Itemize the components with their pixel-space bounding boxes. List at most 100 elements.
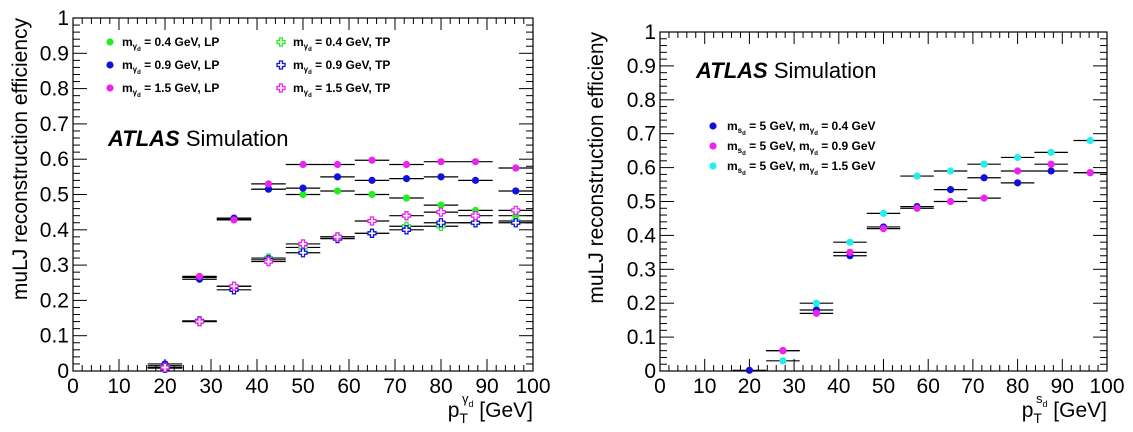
y-tick-label: 1 [644,21,656,44]
data-point [389,160,424,169]
legend-label: mγd = 0.9 GeV, TP [293,58,390,76]
x-tick-label: 10 [693,375,716,398]
data-point [216,281,252,291]
y-tick-label: 0.5 [40,184,69,207]
legend-label: mγd = 0.9 GeV, LP [122,58,219,76]
dot-marker [1047,148,1055,156]
legend-label: mγd = 0.4 GeV, TP [293,35,390,53]
data-point [423,207,459,217]
dot-marker [946,167,955,175]
data-point [320,187,355,195]
efficiency-chart-left: 0 10 20 30 40 50 60 70 80 90 100 0 0.1 0.2 0.3 0.4 0.5 0.… [9,7,551,426]
dot-marker [879,225,888,233]
legend-label: mγd = 1.5 GeV, LP [122,81,219,99]
data-point [320,160,355,169]
data-point [766,347,800,355]
y-tick-label: 0.1 [40,325,69,348]
y-tick-label: 0.3 [627,258,656,281]
data-point [251,256,286,267]
x-tick-label: 0 [654,375,666,398]
data-point [967,174,1001,182]
data-point [182,316,217,327]
cross-marker [470,211,481,221]
data-point [1034,148,1068,156]
cross-marker [401,225,412,235]
data-point [967,194,1001,202]
x-tick-label: 90 [1051,375,1074,398]
dot-marker [812,309,821,317]
dot-marker [946,186,955,194]
data-point [423,218,459,228]
data-point [389,175,424,183]
dot-marker [299,160,307,169]
dot-marker [980,194,988,202]
data-point [423,158,459,166]
dot-marker [437,173,445,181]
data-point [423,201,459,209]
cross-marker [229,281,239,291]
cross-marker [511,218,521,228]
data-point [458,158,493,166]
dot-marker [779,347,787,355]
data-point [389,194,424,202]
data-point [320,232,355,242]
legend-marker [106,84,114,92]
y-tick-label: 0.1 [627,326,656,349]
data-point [933,186,968,194]
legend-marker [709,142,717,150]
dot-marker [812,299,821,307]
data-point [354,156,390,164]
dot-marker [299,184,307,192]
y-tick-label: 0.5 [627,191,656,214]
x-tick-label: 70 [383,375,406,398]
legend-marker [276,60,286,70]
data-point [833,238,867,246]
cross-marker [298,239,308,249]
atlas-label: ATLAS Simulation [107,126,289,151]
legend-label: msd = 5 GeV, mγd = 0.4 GeV [727,119,876,137]
dot-marker [980,174,988,182]
data-point [498,205,533,216]
y-tick-label: 0 [644,360,656,383]
x-tick-label: 90 [475,375,498,398]
cross-marker [436,218,446,228]
legend-label: mγd = 0.4 GeV, LP [122,35,219,53]
data-point [1034,167,1068,175]
dot-marker [368,176,376,184]
dot-marker [264,180,273,188]
cross-marker [367,228,377,238]
data-point [389,225,424,235]
dot-marker [402,194,411,202]
data-point [182,272,217,280]
dot-marker [437,201,445,209]
x-tick-label: 50 [872,375,895,398]
data-point [354,228,390,238]
y-tick-label: 0.9 [40,42,69,65]
y-tick-label: 1 [57,7,69,30]
data-point [1073,169,1107,177]
dot-marker [1086,169,1094,177]
dot-marker [846,238,854,246]
dot-marker [402,160,411,169]
dot-marker [779,357,787,365]
data-point [732,366,767,374]
dot-marker [368,190,376,199]
x-tick-label: 100 [1089,375,1124,398]
dot-marker [913,204,921,212]
x-tick-label: 70 [961,375,984,398]
data-point [458,211,493,221]
data-point [285,239,321,249]
cross-marker [401,211,412,221]
legend-marker [709,162,717,170]
x-tick-label: 20 [153,375,176,398]
dot-marker [471,158,480,166]
atlas-label: ATLAS Simulation [695,58,877,83]
dot-marker [846,248,854,256]
legend-entry: mγd = 1.5 GeV, LP [106,81,219,99]
data-point [967,160,1001,168]
dot-marker [980,160,988,168]
data-point [498,218,533,228]
y-tick-label: 0 [57,360,69,383]
data-point [285,248,321,258]
dot-marker [512,164,520,172]
